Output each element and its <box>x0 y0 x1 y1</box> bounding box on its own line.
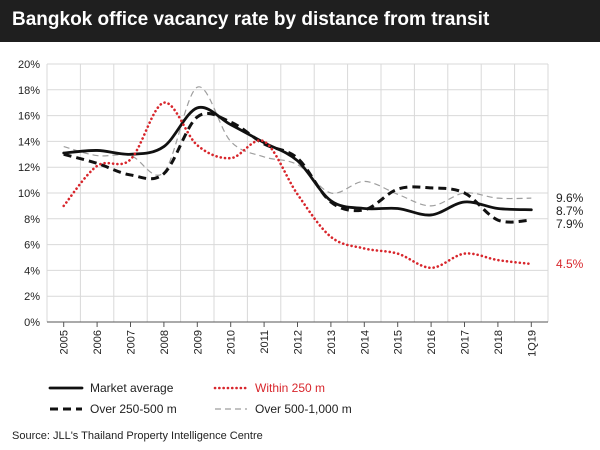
vacancy-line-chart: 0%2%4%6%8%10%12%14%16%18%20% 2005 2006 200… <box>18 59 584 416</box>
legend-label: Over 250-500 m <box>90 402 177 416</box>
legend-label: Within 250 m <box>255 381 325 395</box>
end-value-label: 9.6% <box>556 191 584 205</box>
x-tick-label: 2016 <box>426 330 438 354</box>
y-tick-label: 16% <box>18 111 40 123</box>
end-value-label: 7.9% <box>556 217 584 231</box>
y-tick-label: 4% <box>24 265 40 277</box>
x-axis: 2005 2006 2007 2008 2009 2010 2011 2012 2013 2014… <box>47 321 548 357</box>
y-tick-label: 14% <box>18 136 40 148</box>
legend-label: Market average <box>90 381 174 395</box>
end-value-label: 8.7% <box>556 204 584 218</box>
x-tick-label: 2015 <box>393 330 405 354</box>
x-tick-label: 2010 <box>226 330 238 354</box>
x-tick-label: 2011 <box>259 330 271 354</box>
y-tick-label: 18% <box>18 85 40 97</box>
series-line-within-250-m <box>62 101 533 270</box>
y-tick-label: 8% <box>24 214 40 226</box>
x-tick-label: 2005 <box>59 330 71 354</box>
y-tick-label: 6% <box>24 240 40 252</box>
legend-label: Over 500-1,000 m <box>255 402 352 416</box>
chart-title: Bangkok office vacancy rate by distance … <box>12 9 490 30</box>
legend: Market average Within 250 m Over 250-500 m… <box>48 381 352 416</box>
title-bar: Bangkok office vacancy rate by distance … <box>0 0 600 42</box>
x-tick-label: 2017 <box>460 330 472 354</box>
x-tick-label: 2012 <box>293 330 305 354</box>
series-line-market-average <box>62 105 533 217</box>
x-tick-label: 2014 <box>359 330 371 354</box>
y-tick-label: 2% <box>24 291 40 303</box>
y-tick-label: 0% <box>24 317 40 329</box>
x-tick-label: 2006 <box>92 330 104 354</box>
grid <box>46 63 549 323</box>
y-axis: 0% 2% 4% 6% 8% 10% 12% 14% 16% 18% 20% <box>18 59 40 329</box>
series-line-over-500-1-000-m <box>63 86 532 207</box>
end-value-label: 4.5% <box>556 257 584 271</box>
x-tick-label: 1Q19 <box>526 330 538 357</box>
x-tick-label: 2018 <box>493 330 505 354</box>
y-tick-label: 10% <box>18 188 40 200</box>
y-tick-label: 20% <box>18 59 40 71</box>
x-tick-label: 2008 <box>159 330 171 354</box>
end-labels: 9.6%8.7%7.9% 4.5% <box>556 191 584 271</box>
y-tick-label: 12% <box>18 162 40 174</box>
series-lines <box>62 86 533 270</box>
source-note: Source: JLL's Thailand Property Intellig… <box>12 430 263 442</box>
x-tick-label: 2009 <box>192 330 204 354</box>
series-line-over-250-500-m <box>63 111 532 224</box>
x-tick-label: 2007 <box>126 330 138 354</box>
x-tick-label: 2013 <box>326 330 338 354</box>
